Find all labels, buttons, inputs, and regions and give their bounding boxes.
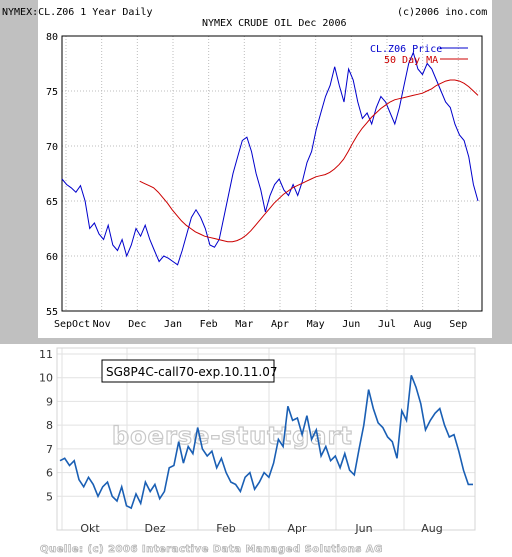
chart1-x-tick-label: Jun [342,319,360,330]
chart2-y-tick-label: 5 [46,490,53,503]
chart2-price-line [59,375,473,510]
chart2-plot-frame [56,347,476,531]
chart1-plot-frame [61,35,483,312]
chart1-x-tick-label: Mar [235,319,253,330]
chart1-y-tick-label: 75 [46,87,58,98]
chart1-header-left: NYMEX:CL.Z06 1 Year Daily [2,7,153,18]
chart1-x-tick-label: Sep [449,319,467,330]
chart1-x-tick-label: Apr [271,319,289,330]
chart2-x-tick-label: Jun [354,522,372,535]
chart1-header-right: (c)2006 ino.com [397,7,487,18]
chart1-price-line [61,50,479,266]
chart1-x-tick-label: Dec [128,319,146,330]
chart1-y-tick-label: 80 [46,32,58,43]
chart2-y-tick-label: 9 [46,395,53,408]
chart2-x-tick-label: Apr [287,522,307,535]
chart2-x-tick-label: Dez [144,522,165,535]
chart2-footer: Quelle: (c) 2006 Interactive Data Manage… [40,544,383,555]
chart2-title: SG8P4C-call70-exp.10.11.07 [106,365,278,379]
chart2-x-tick-label: Aug [421,522,442,535]
left-margin [0,0,38,343]
chart1-y-tick-label: 70 [46,142,58,153]
chart1-y-tick-label: 65 [46,197,58,208]
chart2-title-box [101,359,275,383]
chart1-x-tick-label: Nov [93,319,111,330]
chart1-ma-line [139,79,479,243]
chart1-y-tick-label: 60 [46,252,58,263]
chart2-y-tick-label: 8 [46,419,53,432]
chart2-x-tick-label: Okt [80,522,100,535]
chart2-y-tick-label: 6 [46,467,53,480]
right-margin [492,0,512,343]
chart2-watermark: boerse-stuttgart [112,422,353,450]
chart2-x-tick-label: Feb [216,522,235,535]
chart1-legend-ma-label: 50 Day MA [384,55,438,66]
chart2-y-tick-label: 11 [39,348,53,361]
chart1-title: NYMEX CRUDE OIL Dec 2006 [202,18,347,29]
chart1-x-tick-label: Feb [200,319,218,330]
chart-separator [0,338,512,344]
chart1-x-tick-label: May [307,319,325,330]
chart1-x-tick-label: Jan [164,319,182,330]
chart2-y-tick-label: 7 [46,443,53,456]
chart1-x-tick-label: Aug [414,319,432,330]
chart1-y-tick-label: 55 [46,307,58,318]
chart1-legend-price-label: CL.Z06 Price [370,44,442,55]
chart2-y-tick-label: 10 [39,372,53,385]
chart1-x-tick-label: Jul [378,319,396,330]
chart1-x-tick-label: SepOct [54,319,90,330]
